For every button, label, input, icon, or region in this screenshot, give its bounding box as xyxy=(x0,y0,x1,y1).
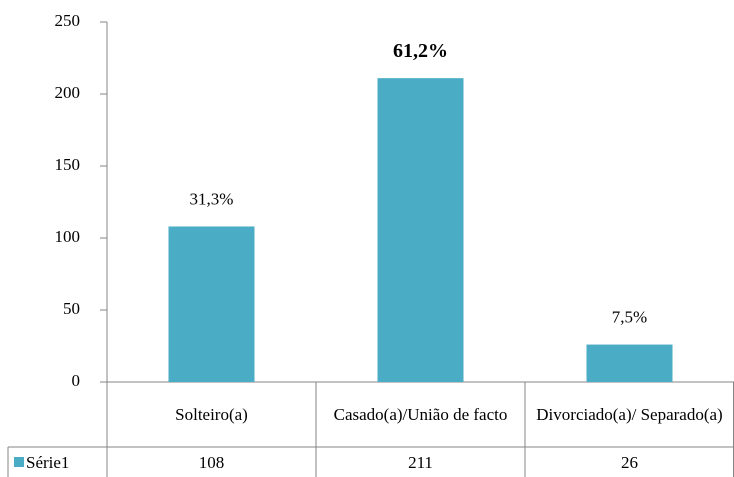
y-tick-label: 100 xyxy=(55,227,81,246)
bar xyxy=(377,78,464,382)
data-label: 31,3% xyxy=(190,189,234,208)
x-tick-label: Casado(a)/União de facto xyxy=(333,405,508,424)
legend-label: Série1 xyxy=(26,452,70,472)
table-value: 211 xyxy=(408,452,433,472)
data-label: 7,5% xyxy=(612,307,647,326)
bar xyxy=(586,344,673,382)
y-tick-label: 0 xyxy=(72,371,81,390)
table-value: 26 xyxy=(621,452,638,472)
y-tick-label: 250 xyxy=(55,11,81,30)
y-tick-label: 50 xyxy=(63,299,80,318)
bar xyxy=(168,226,255,382)
legend-swatch xyxy=(14,457,24,467)
table-value: 108 xyxy=(198,452,225,472)
y-tick-label: 150 xyxy=(55,155,81,174)
x-tick-label: Divorciado(a)/ Separado(a) xyxy=(536,405,723,424)
y-tick-label: 200 xyxy=(55,83,81,102)
x-tick-label: Solteiro(a) xyxy=(175,405,248,424)
data-label: 61,2% xyxy=(393,40,448,62)
